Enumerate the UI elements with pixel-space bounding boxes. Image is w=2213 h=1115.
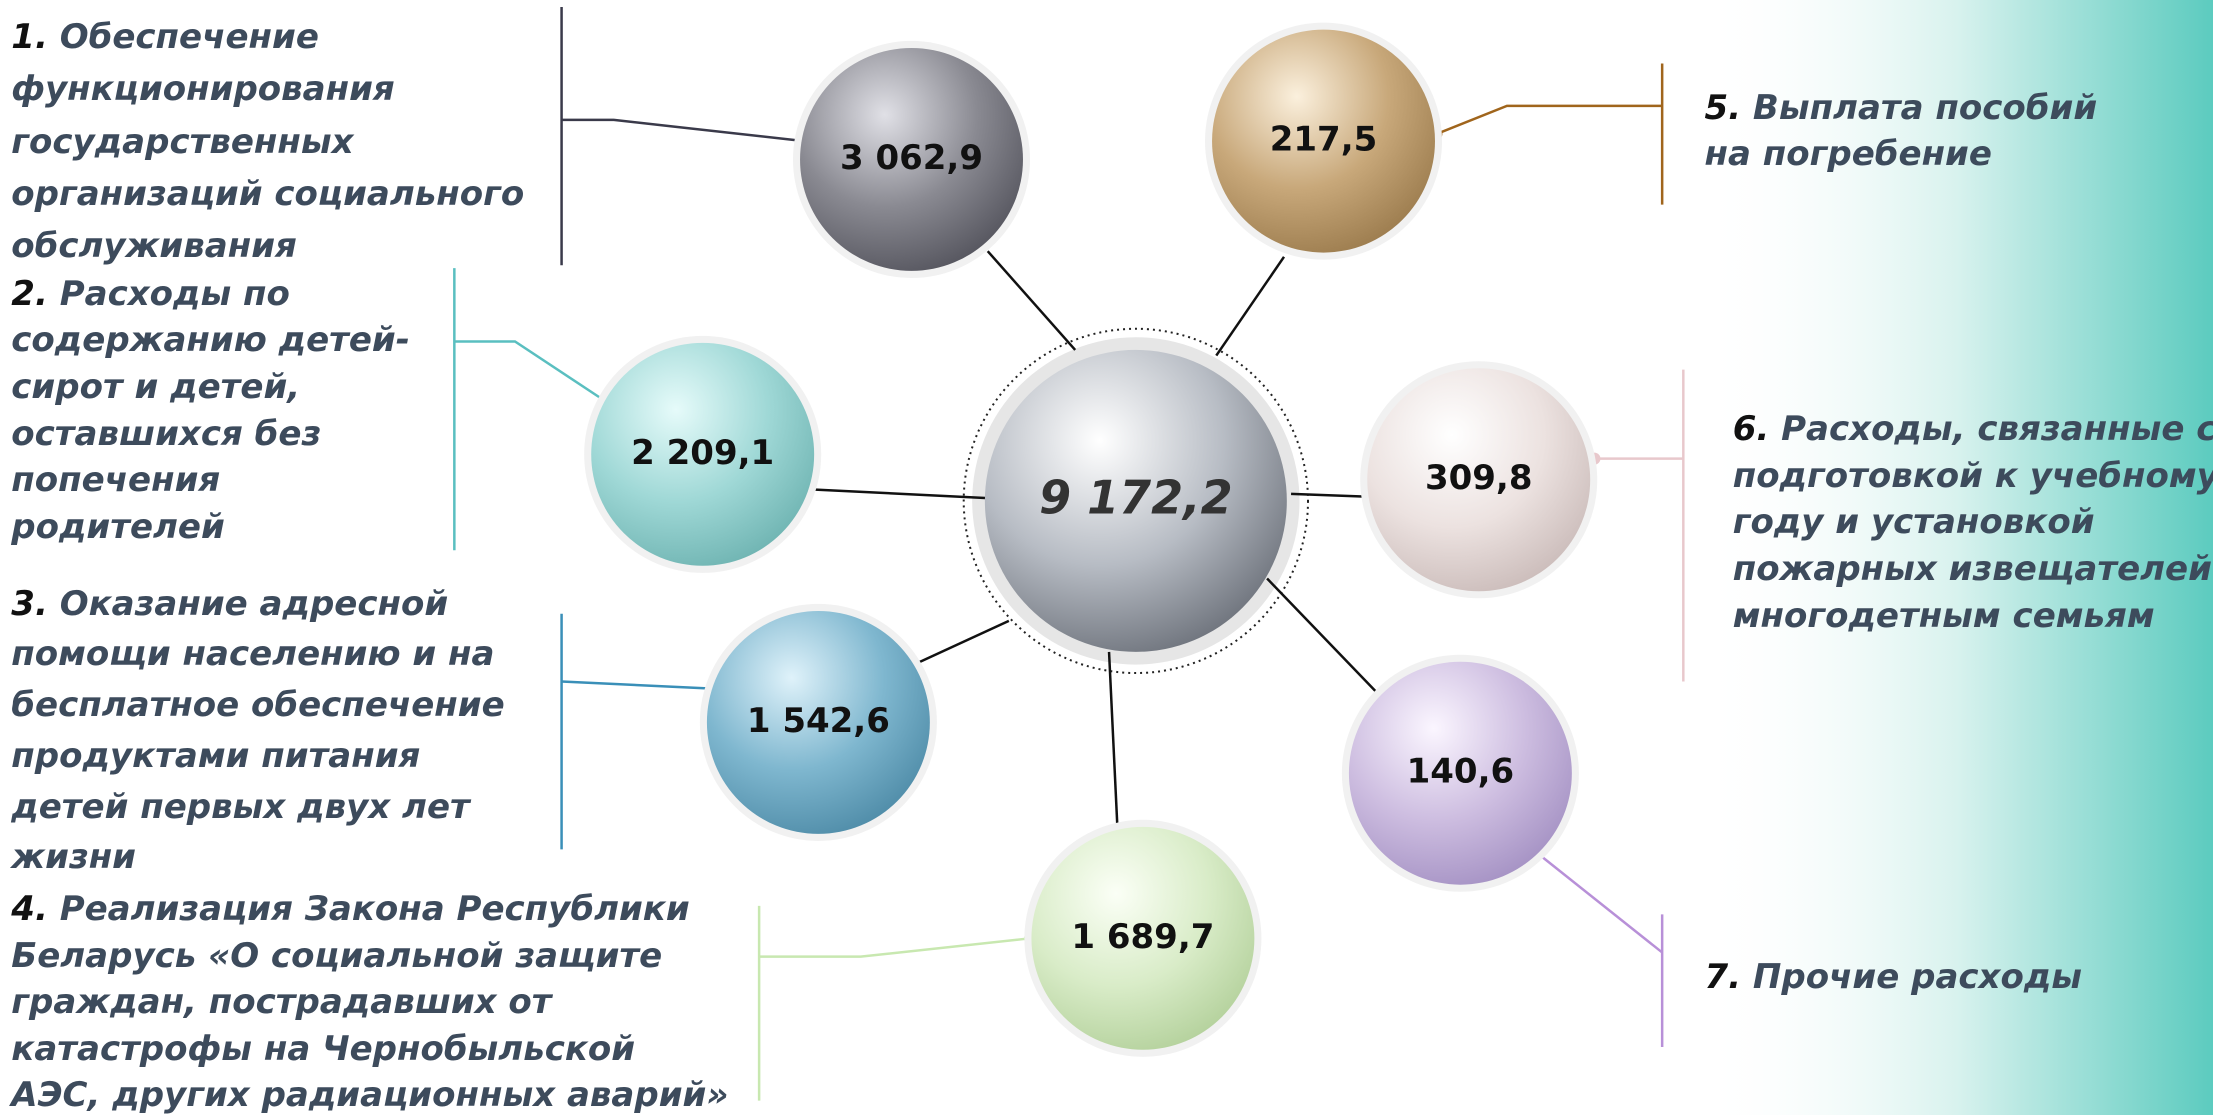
- label-text: Выплата пособий: [1753, 88, 2097, 128]
- item-number: 4.: [11, 889, 48, 929]
- label-line: обслуживания: [11, 220, 524, 272]
- connector: [562, 682, 713, 689]
- bubble-value: 3 062,9: [840, 138, 983, 178]
- item-label: 1. Обеспечение функционирования государств…: [11, 11, 524, 272]
- label-text: организаций социального: [11, 174, 524, 214]
- connector: [1538, 854, 1662, 953]
- label-text: бесплатное обеспечение: [11, 685, 504, 725]
- item-number: 2.: [11, 274, 48, 314]
- item-number: 1.: [11, 17, 48, 57]
- label-line: на погребение: [1704, 131, 2097, 178]
- label-text: Беларусь «О социальной защите: [11, 936, 662, 976]
- bubble-value: 2 209,1: [631, 433, 774, 473]
- label-text: функционирования: [11, 69, 394, 109]
- label-line: попечения: [11, 457, 410, 504]
- label-line: государственных: [11, 116, 524, 168]
- bubble-value: 309,8: [1425, 458, 1533, 498]
- label-line: 1. Обеспечение: [11, 11, 524, 63]
- label-line: 6. Расходы, связанные с: [1733, 406, 2213, 453]
- connector: [1436, 106, 1662, 134]
- label-text: Обеспечение: [60, 17, 319, 57]
- label-text: Оказание адресной: [60, 584, 448, 624]
- label-text: родителей: [11, 507, 225, 547]
- label-line: 2. Расходы по: [11, 271, 410, 318]
- label-line: катастрофы на Чернобыльской: [11, 1026, 728, 1073]
- center-value: 9 172,2: [1039, 470, 1233, 524]
- label-line: бесплатное обеспечение: [11, 680, 504, 731]
- label-text: продуктами питания: [11, 736, 420, 776]
- label-line: подготовкой к учебному: [1733, 453, 2213, 500]
- label-text: АЭС, других радиационных аварий»: [11, 1075, 728, 1115]
- spoke: [988, 251, 1075, 350]
- connector: [454, 341, 606, 402]
- label-line: родителей: [11, 504, 410, 551]
- label-text: катастрофы на Чернобыльской: [11, 1029, 635, 1069]
- label-text: обслуживания: [11, 226, 297, 266]
- label-line: детей первых двух лет: [11, 782, 504, 833]
- label-text: Расходы, связанные с: [1781, 409, 2213, 449]
- spoke: [1267, 579, 1376, 692]
- label-line: 3. Оказание адресной: [11, 579, 504, 630]
- item-number: 3.: [11, 584, 48, 624]
- label-line: организаций социального: [11, 168, 524, 220]
- label-line: содержанию детей-: [11, 317, 410, 364]
- label-line: помощи населению и на: [11, 629, 504, 680]
- spoke: [917, 621, 1009, 663]
- bubble-value: 1 689,7: [1071, 917, 1214, 957]
- label-text: государственных: [11, 122, 353, 162]
- connector: [759, 938, 1030, 956]
- label-text: помощи населению и на: [11, 634, 494, 674]
- item-number: 5.: [1704, 88, 1741, 128]
- connector: [562, 120, 805, 141]
- label-text: содержанию детей-: [11, 320, 410, 360]
- label-line: оставшихся без: [11, 411, 410, 458]
- label-text: Реализация Закона Республики: [60, 889, 690, 929]
- spoke: [1291, 494, 1366, 497]
- label-text: оставшихся без: [11, 414, 321, 454]
- label-line: 7. Прочие расходы: [1704, 954, 2082, 1001]
- label-line: сирот и детей,: [11, 364, 410, 411]
- label-line: многодетным семьям: [1733, 593, 2213, 640]
- diagram: 3 062,9 2 209,1 1 542,6 1 689,7 217,5 309,8 14…: [0, 0, 2213, 1115]
- label-line: пожарных извещателей: [1733, 546, 2213, 593]
- label-text: попечения: [11, 460, 220, 500]
- label-line: продуктами питания: [11, 731, 504, 782]
- label-line: функционирования: [11, 63, 524, 115]
- spoke: [816, 490, 988, 498]
- label-text: году и установкой: [1733, 502, 2095, 542]
- label-line: 4. Реализация Закона Республики: [11, 886, 728, 933]
- spoke: [1216, 257, 1284, 356]
- label-line: году и установкой: [1733, 499, 2213, 546]
- label-line: 5. Выплата пособий: [1704, 85, 2097, 132]
- label-line: жизни: [11, 832, 504, 883]
- label-text: Расходы по: [60, 274, 290, 314]
- label-text: Прочие расходы: [1753, 957, 2082, 997]
- bubble-value: 217,5: [1270, 120, 1378, 160]
- label-text: на погребение: [1704, 134, 1991, 174]
- label-line: АЭС, других радиационных аварий»: [11, 1072, 728, 1115]
- label-text: граждан, пострадавших от: [11, 982, 551, 1022]
- item-number: 6.: [1733, 409, 1770, 449]
- label-text: многодетным семьям: [1733, 596, 2155, 636]
- label-line: граждан, пострадавших от: [11, 979, 728, 1026]
- item-number: 7.: [1704, 957, 1741, 997]
- label-text: детей первых двух лет: [11, 787, 469, 827]
- label-line: Беларусь «О социальной защите: [11, 933, 728, 980]
- label-text: подготовкой к учебному: [1733, 456, 2213, 496]
- item-label: 7. Прочие расходы: [1704, 954, 2082, 1001]
- bubble-value: 140,6: [1407, 752, 1515, 792]
- bubble-value: 1 542,6: [747, 701, 890, 741]
- label-text: пожарных извещателей: [1733, 549, 2212, 589]
- label-text: сирот и детей,: [11, 367, 300, 407]
- label-text: жизни: [11, 837, 136, 877]
- spoke: [1109, 652, 1117, 830]
